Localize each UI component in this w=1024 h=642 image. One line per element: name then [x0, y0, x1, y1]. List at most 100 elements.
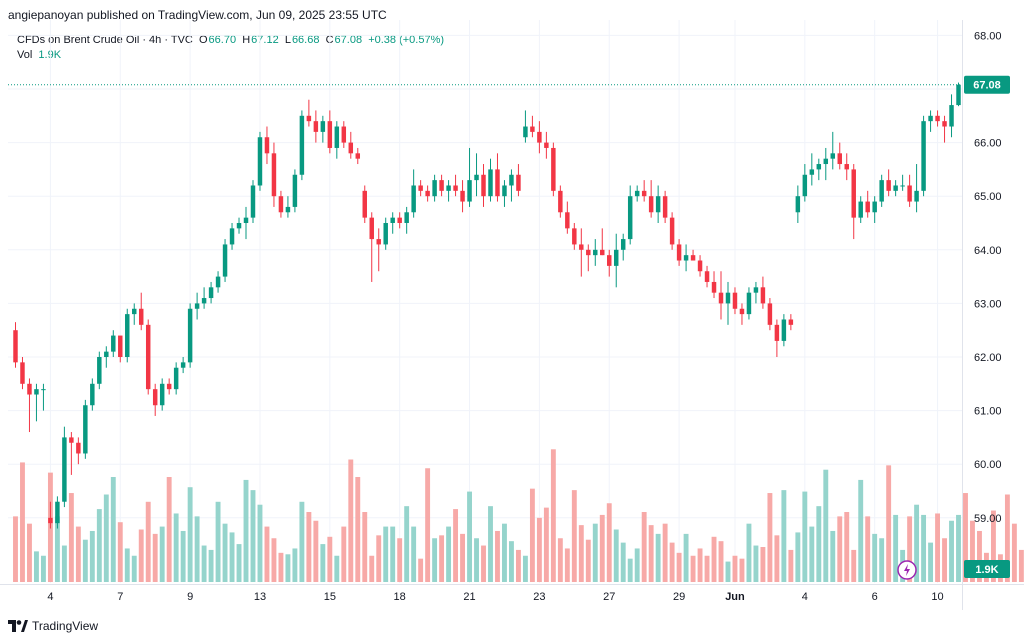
ohlc-row: CFDs on Brent Crude Oil · 4h · TVC O66.7… — [17, 33, 444, 48]
volume-bar — [362, 512, 368, 582]
candle-body — [872, 201, 877, 213]
candle-body — [362, 190, 367, 218]
volume-bar — [795, 532, 801, 582]
volume-bar — [432, 538, 438, 582]
volume-bar — [383, 526, 389, 582]
volume-bar — [683, 533, 689, 582]
candle-body — [306, 115, 312, 122]
y-tick-label: 59.00 — [974, 513, 1002, 525]
volume-layer — [13, 449, 1024, 582]
candle-body — [208, 287, 214, 299]
volume-bar — [788, 549, 794, 582]
volume-bar — [893, 514, 899, 582]
candle-body — [774, 324, 780, 341]
volume-bar — [809, 526, 815, 582]
candle-body — [13, 330, 18, 363]
candle-body — [355, 153, 361, 159]
candle-body — [942, 121, 947, 127]
volume-bar — [935, 513, 940, 582]
volume-bar — [606, 503, 612, 582]
volume-bar — [774, 535, 780, 582]
candle-body — [746, 292, 752, 315]
volume-bar — [89, 530, 95, 582]
candle-body — [753, 287, 759, 293]
candle-body — [20, 362, 25, 384]
candle-body — [921, 121, 926, 191]
candle-body — [397, 217, 402, 223]
candle-body — [215, 276, 221, 288]
volume-bar — [145, 501, 151, 582]
volume-bar — [131, 555, 137, 582]
volume-bar — [166, 477, 172, 582]
candle-body — [292, 174, 298, 207]
volume-bar — [655, 533, 661, 582]
candle-body — [152, 389, 158, 406]
volume-bar — [439, 535, 445, 582]
x-tick-label: Jun — [725, 591, 745, 603]
candle-body — [607, 255, 612, 266]
volume-bar — [718, 541, 724, 582]
candle-body — [516, 174, 521, 191]
volume-bar — [697, 548, 703, 582]
volume-bar — [858, 479, 864, 582]
candle-body — [676, 244, 682, 261]
volume-bar — [453, 509, 459, 582]
volume-bar — [236, 544, 242, 582]
open-label: O — [198, 34, 208, 46]
candle-body — [173, 367, 179, 390]
candle-body — [739, 308, 745, 315]
candle-body — [481, 174, 486, 197]
volume-bar — [963, 493, 968, 582]
volume-bar — [103, 494, 109, 582]
candle-body — [788, 319, 794, 325]
volume-bar — [620, 542, 626, 582]
volume-bar — [564, 548, 570, 582]
y-tick-label: 65.00 — [974, 191, 1002, 203]
volume-bar — [753, 545, 759, 582]
volume-bar — [816, 506, 822, 582]
volume-bar — [250, 490, 256, 582]
volume-bar — [34, 551, 39, 582]
grid-layer — [8, 20, 962, 583]
candle-body — [809, 169, 815, 175]
x-tick-label: 4 — [802, 591, 808, 603]
x-tick-label: 13 — [254, 591, 266, 603]
candle-body — [579, 244, 584, 250]
volume-bar — [369, 555, 375, 582]
volume-bar — [522, 555, 528, 582]
candle-body — [41, 389, 46, 391]
publisher-line: angiepanoyan published on TradingView.co… — [8, 8, 387, 22]
candle-body — [949, 105, 954, 127]
candle-body — [369, 217, 374, 240]
volume-bar — [68, 493, 74, 582]
volume-bar — [578, 525, 584, 582]
volume-bar — [13, 516, 18, 582]
candle-body — [48, 517, 53, 524]
volume-bar — [571, 490, 577, 582]
candle-body — [662, 196, 668, 218]
volume-bar — [152, 533, 158, 582]
volume-bar — [376, 535, 382, 582]
volume-bar — [299, 501, 305, 582]
candle-body — [732, 292, 738, 309]
candle-body — [641, 190, 647, 197]
candle-body — [411, 185, 416, 213]
candle-body — [956, 84, 961, 106]
candle-body — [132, 308, 137, 315]
volume-bar — [676, 552, 682, 582]
axis-layer: 59.00 60.00 61.00 62.00 63.00 64.00 65.00 66.00… — [0, 20, 1024, 610]
lightning-bolt-icon — [904, 564, 910, 576]
volume-bar — [956, 514, 961, 582]
candle-body — [823, 158, 829, 165]
candle-body — [439, 180, 444, 191]
volume-bar — [96, 509, 102, 582]
volume-bar — [215, 501, 221, 582]
volume-bar — [320, 544, 326, 582]
candle-body — [320, 121, 326, 132]
candle-body — [97, 357, 102, 384]
candle-body — [565, 212, 570, 229]
volume-bar — [725, 561, 731, 582]
candle-body — [327, 121, 333, 148]
candle-body — [341, 126, 347, 143]
